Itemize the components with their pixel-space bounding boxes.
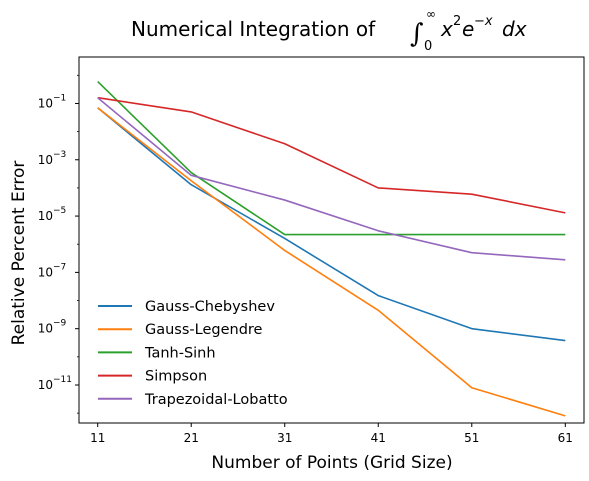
- y-tick-label: 10: [38, 153, 53, 167]
- y-tick-exponent: −11: [53, 375, 72, 385]
- y-tick-label: 10: [38, 378, 53, 392]
- title-var-x: x: [440, 17, 453, 41]
- x-tick-label: 31: [277, 431, 292, 445]
- legend-label-gauss-chebyshev: Gauss-Chebyshev: [145, 299, 275, 315]
- title-dx: dx: [502, 17, 527, 41]
- chart-title-prefix: Numerical Integration of: [131, 17, 376, 41]
- x-tick-label: 21: [184, 431, 199, 445]
- title-var-e: e: [462, 17, 474, 41]
- title-upper-limit: ∞: [426, 7, 436, 21]
- x-tick-label: 11: [90, 431, 105, 445]
- title-exp-2: 2: [453, 14, 461, 29]
- title-lower-limit: 0: [424, 39, 432, 54]
- title-integral-sign: ∫: [410, 19, 424, 49]
- y-tick-label: 10: [38, 265, 53, 279]
- legend-label-simpson: Simpson: [145, 369, 207, 385]
- legend-label-gauss-legendre: Gauss-Legendre: [145, 322, 263, 338]
- y-tick-exponent: −3: [53, 150, 66, 160]
- y-tick-label: 10: [38, 209, 53, 223]
- x-tick-label: 41: [371, 431, 386, 445]
- y-axis-label: Relative Percent Error: [9, 161, 29, 346]
- y-tick-exponent: −9: [53, 319, 67, 329]
- y-tick-label: 10: [38, 96, 53, 110]
- x-axis-label: Number of Points (Grid Size): [211, 453, 452, 473]
- legend-label-tanh-sinh: Tanh-Sinh: [144, 345, 216, 361]
- legend-label-trapezoidal-lobatto: Trapezoidal-Lobatto: [144, 392, 288, 408]
- y-tick-exponent: −5: [53, 206, 66, 216]
- title-exp-minus-x: −x: [474, 14, 493, 29]
- y-tick-exponent: −1: [53, 93, 66, 103]
- y-tick-label: 10: [38, 322, 53, 336]
- x-tick-label: 61: [558, 431, 573, 445]
- x-tick-label: 51: [464, 431, 479, 445]
- y-tick-exponent: −7: [53, 262, 66, 272]
